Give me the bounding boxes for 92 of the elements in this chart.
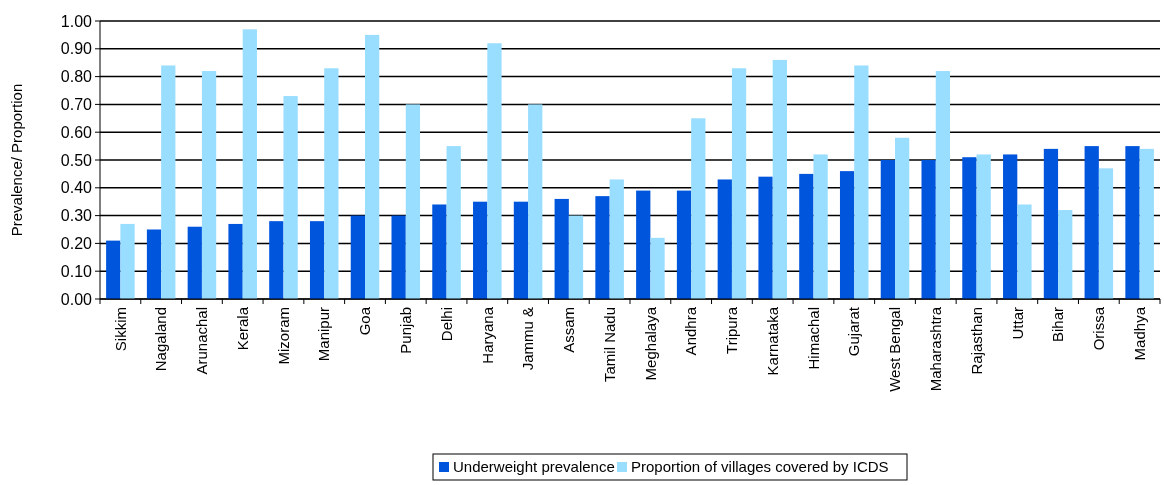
x-tick-label: Goa bbox=[356, 306, 374, 336]
bar bbox=[391, 215, 406, 299]
x-tick-label: Madhya bbox=[1130, 306, 1148, 361]
bar bbox=[636, 190, 651, 299]
bar bbox=[1017, 204, 1032, 299]
bar bbox=[201, 71, 217, 299]
x-tick-label: Meghalaya bbox=[641, 306, 659, 381]
bar bbox=[228, 223, 243, 299]
bar bbox=[813, 154, 828, 299]
bar bbox=[1125, 146, 1140, 299]
bar bbox=[921, 160, 936, 299]
x-tick-label: Jammu & bbox=[519, 307, 537, 371]
bar bbox=[676, 190, 692, 299]
y-tick-label: 0.30 bbox=[60, 207, 93, 225]
bar bbox=[854, 65, 869, 299]
x-tick-label: Kerala bbox=[233, 306, 251, 351]
y-tick-label: 0.40 bbox=[60, 179, 93, 197]
bar bbox=[1058, 210, 1073, 299]
bar bbox=[935, 71, 951, 299]
bar bbox=[1003, 154, 1018, 299]
bar bbox=[161, 65, 176, 299]
bar bbox=[554, 198, 569, 299]
y-tick-label: 0.80 bbox=[60, 68, 93, 86]
y-tick-label: 0.90 bbox=[60, 40, 93, 58]
bar bbox=[595, 196, 610, 299]
x-tick-label: Tripura bbox=[723, 306, 741, 354]
y-tick-label: 0.10 bbox=[60, 262, 93, 280]
bar bbox=[473, 201, 488, 299]
x-tick-label: Bihar bbox=[1049, 307, 1067, 343]
bar bbox=[568, 215, 584, 299]
x-tick-label: Sikkim bbox=[111, 307, 129, 352]
bar bbox=[350, 215, 365, 299]
x-tick-label: Delhi bbox=[437, 307, 455, 342]
x-tick-label: Gujarat bbox=[845, 306, 863, 357]
bar bbox=[146, 229, 162, 299]
bar bbox=[1043, 148, 1059, 299]
x-tick-label: Punjab bbox=[397, 307, 415, 354]
bar bbox=[405, 104, 421, 299]
bar bbox=[1098, 168, 1114, 299]
bar bbox=[309, 221, 325, 299]
y-tick-label: 0.20 bbox=[60, 235, 93, 252]
bar bbox=[1084, 146, 1099, 299]
x-tick-label: Nagaland bbox=[152, 307, 170, 372]
bar bbox=[758, 176, 773, 299]
bar bbox=[120, 223, 135, 299]
x-tick-label: Orissa bbox=[1090, 306, 1108, 351]
x-tick-label: Uttar bbox=[1008, 307, 1026, 340]
y-tick-label: 0.70 bbox=[60, 96, 93, 113]
bar bbox=[106, 240, 121, 299]
x-tick-label: Andhra bbox=[682, 306, 700, 356]
x-tick-label: Maharashtra bbox=[927, 306, 945, 392]
bar bbox=[717, 179, 732, 299]
bar bbox=[1139, 148, 1154, 299]
x-tick-label: Karnataka bbox=[763, 306, 781, 376]
bar bbox=[731, 68, 747, 299]
y-tick-label: 0.00 bbox=[60, 290, 93, 308]
bar bbox=[446, 146, 461, 299]
bar bbox=[976, 154, 991, 299]
bar bbox=[487, 43, 502, 299]
y-tick-label: 0.50 bbox=[60, 151, 93, 169]
bar bbox=[839, 171, 855, 299]
x-tick-label: Haryana bbox=[478, 306, 496, 364]
bar bbox=[242, 29, 257, 299]
x-tick-label: Arunachal bbox=[193, 307, 211, 375]
bar bbox=[432, 204, 447, 299]
legend-label: Underweight prevalence bbox=[453, 458, 615, 476]
bar bbox=[609, 179, 624, 299]
bar bbox=[962, 157, 977, 299]
bar bbox=[895, 137, 910, 299]
bar bbox=[772, 59, 787, 299]
bar bbox=[187, 226, 202, 299]
x-tick-label: Manipur bbox=[315, 307, 333, 362]
bar bbox=[650, 237, 665, 299]
x-tick-label: Himachal bbox=[804, 307, 822, 370]
y-tick-label: 1.00 bbox=[60, 12, 93, 30]
bar bbox=[365, 34, 380, 299]
x-tick-label: Tamil Nadu bbox=[600, 307, 618, 383]
x-tick-label: West Bengal bbox=[886, 307, 904, 392]
bar bbox=[799, 173, 814, 299]
y-tick-label: 0.60 bbox=[60, 123, 93, 141]
bar bbox=[691, 118, 706, 299]
bar bbox=[283, 96, 298, 299]
x-tick-label: Rajasthan bbox=[967, 307, 985, 375]
bar bbox=[324, 68, 339, 299]
x-tick-label: Mizoram bbox=[274, 307, 292, 365]
bar bbox=[880, 160, 895, 299]
legend-label: Proportion of villages covered by ICDS bbox=[631, 458, 889, 476]
bar bbox=[513, 201, 529, 299]
bar bbox=[528, 104, 543, 299]
bar bbox=[269, 221, 284, 299]
y-axis-title: Prevalence/ Proportion bbox=[8, 83, 25, 237]
x-tick-label: Assam bbox=[560, 307, 578, 353]
